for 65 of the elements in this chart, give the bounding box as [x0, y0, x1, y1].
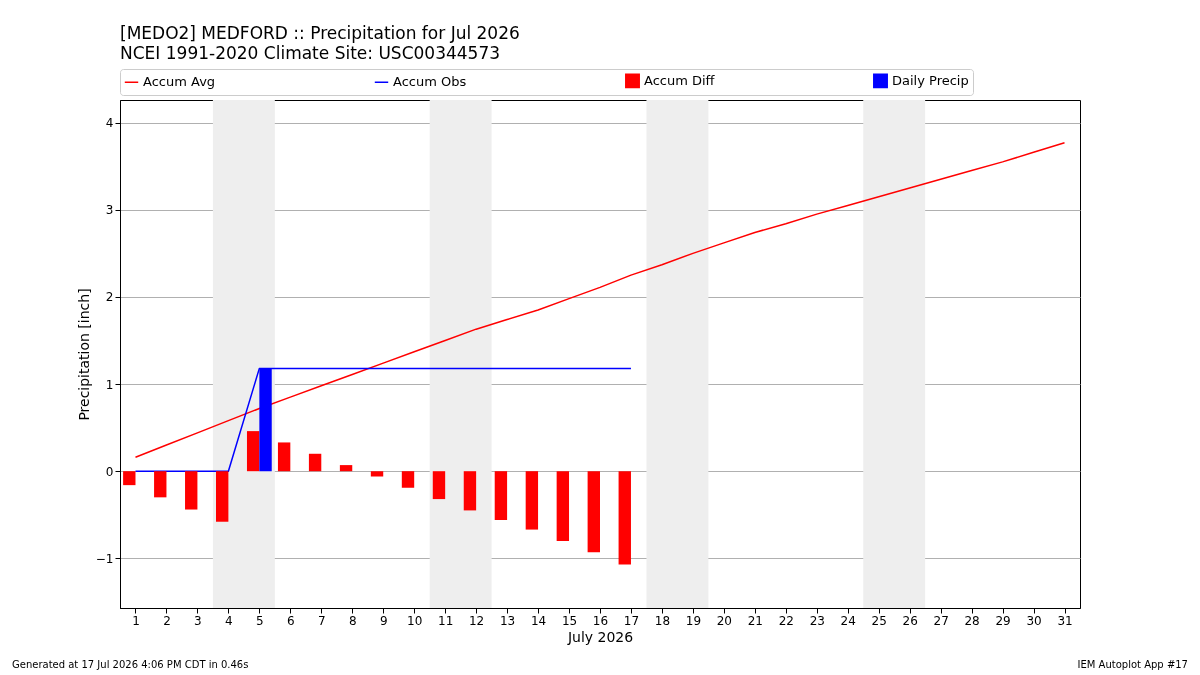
x-tick-label: 23 [809, 613, 825, 628]
x-tick-label: 20 [716, 613, 733, 628]
legend-label: Accum Diff [644, 72, 716, 88]
x-tick-label: 18 [654, 613, 671, 628]
bar [370, 471, 384, 477]
x-tick-label: 10 [407, 613, 423, 628]
y-tick-label: 4 [105, 116, 114, 131]
y-tick-label: 2 [105, 290, 114, 305]
x-tick-label: 15 [561, 613, 578, 628]
bar [525, 471, 539, 530]
bar [401, 471, 415, 488]
x-tick-label: 4 [225, 613, 233, 628]
x-tick-label: 7 [317, 613, 326, 628]
bar [587, 471, 600, 553]
bar [463, 471, 477, 511]
x-tick-label: 12 [468, 613, 485, 628]
bar [216, 471, 229, 522]
y-tick-label: 0 [105, 464, 114, 479]
bar [123, 471, 136, 486]
line-series [134, 141, 1066, 459]
bar [556, 471, 570, 541]
x-tick-label: 27 [933, 613, 949, 628]
x-tick-label: 29 [995, 613, 1011, 628]
bar [154, 471, 167, 498]
bar [308, 453, 322, 472]
legend-label: Daily Precip [892, 72, 969, 88]
x-tick-label: 3 [194, 613, 202, 628]
x-tick-label: 28 [964, 613, 980, 628]
bar [432, 471, 446, 500]
bar [494, 471, 508, 520]
bar [618, 471, 631, 565]
x-tick-label: 16 [592, 613, 609, 628]
x-tick-label: 24 [840, 613, 856, 628]
x-tick-label: 31 [1057, 613, 1073, 628]
x-tick-label: 13 [499, 613, 516, 628]
x-tick-label: 8 [348, 613, 357, 628]
x-tick-label: 21 [747, 613, 763, 628]
x-tick-label: 9 [379, 613, 388, 628]
chart-subtitle: NCEI 1991-2020 Climate Site: USC00344573 [120, 42, 501, 63]
x-tick-label: 26 [902, 613, 918, 628]
x-tick-label: 19 [685, 613, 702, 628]
x-tick-label: 6 [287, 613, 295, 628]
x-tick-label: 30 [1026, 613, 1042, 628]
bar [339, 465, 353, 472]
chart-title: [MEDO2] MEDFORD :: Precipitation for Jul 2026 [120, 22, 520, 43]
bar [277, 442, 291, 472]
y-tick-label: 3 [105, 203, 114, 218]
legend-label: Accum Obs [393, 74, 467, 90]
x-tick-label: 17 [623, 613, 640, 628]
bar [246, 431, 260, 472]
legend-label: Accum Avg [143, 74, 216, 90]
x-tick-label: 1 [132, 613, 140, 628]
bar [185, 471, 198, 510]
y-tick-label: 1 [105, 377, 114, 392]
text: IEM Autoplot App #17 [1077, 659, 1188, 670]
y-tick-label: −1 [95, 551, 114, 566]
x-tick-label: 11 [438, 613, 454, 628]
x-axis-title: July 2026 [566, 628, 634, 645]
x-tick-label: 5 [256, 613, 264, 628]
y-axis-title: Precipitation [inch] [75, 288, 92, 421]
x-tick-label: 14 [530, 613, 547, 628]
x-tick-label: 22 [778, 613, 794, 628]
x-tick-label: 2 [163, 613, 171, 628]
x-tick-label: 25 [871, 613, 887, 628]
text: Generated at 17 Jul 2026 4:06 PM CDT in 0.46s [12, 659, 249, 670]
